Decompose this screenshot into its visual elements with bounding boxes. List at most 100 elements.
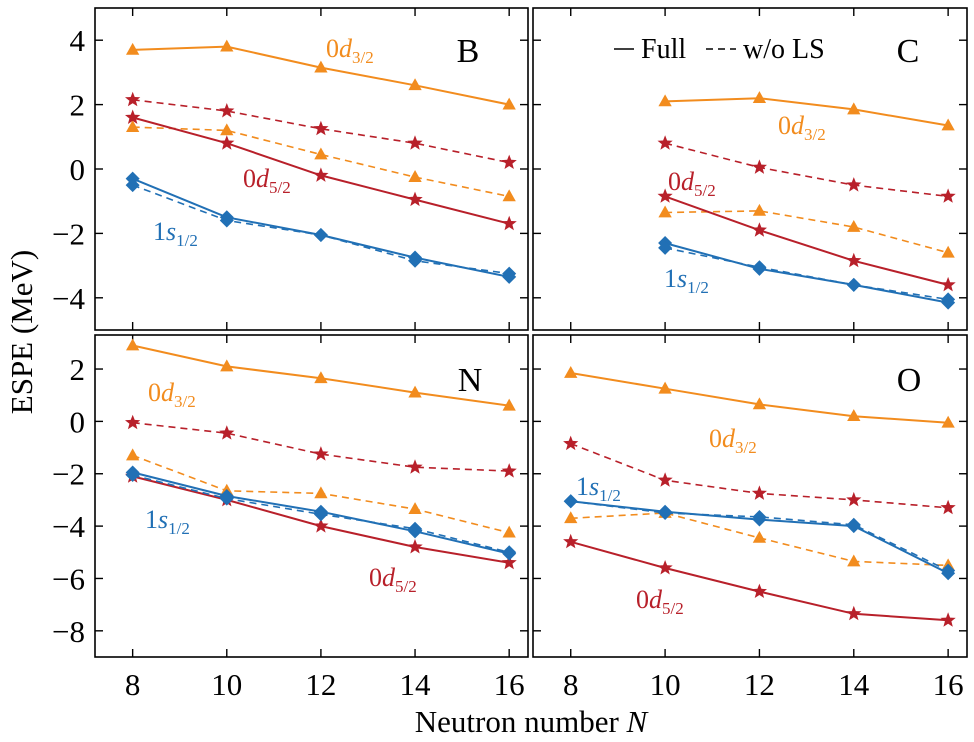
series-line-o-s12-wols	[570, 500, 949, 572]
data-point-b-d52-wols	[407, 135, 423, 150]
series-line-b-d32-full	[132, 45, 510, 106]
data-point-o-s12-wols	[563, 494, 578, 509]
data-point-c-d52-wols	[751, 159, 767, 174]
data-point-o-d32-wols	[847, 554, 861, 567]
data-point-b-d52-wols	[501, 154, 517, 169]
data-point-o-d52-full	[657, 560, 673, 575]
data-point-o-d32-full	[941, 415, 955, 428]
data-point-b-d32-full	[126, 42, 140, 55]
data-point-c-d52-wols	[846, 177, 862, 192]
data-point-b-d32-wols	[126, 120, 140, 133]
annot-b-s12: 1s1/2	[153, 217, 198, 250]
data-point-n-d32-full	[314, 371, 328, 384]
data-point-b-d52-full	[501, 215, 517, 231]
series-line-c-d32-full	[665, 97, 949, 127]
annot-b-d32: 0d3/2	[326, 34, 374, 67]
annot-c-d52: 0d5/2	[668, 167, 716, 200]
data-point-o-d52-full	[563, 533, 579, 549]
data-point-b-d32-wols	[314, 147, 328, 160]
y-tick-label-n: −8	[52, 614, 85, 649]
data-point-b-d52-wols	[219, 103, 235, 118]
panel-letter-b: B	[457, 33, 480, 70]
y-tick-label-b: 0	[70, 152, 86, 187]
series-line-o-d52-full	[570, 540, 949, 622]
axis-ticks: 4 2 0 −2 −4 2 0 −2 −4 −6 −8 8 10 12 14 16 8 10 12 14 16	[52, 8, 967, 702]
data-point-c-d32-full	[658, 94, 672, 107]
panel-letter-o: O	[897, 362, 922, 399]
annot-n-d52: 0d5/2	[369, 563, 417, 596]
data-point-n-s12-wols	[125, 468, 140, 483]
data-point-o-s12-wols	[941, 563, 956, 578]
data-point-n-d52-wols	[501, 463, 517, 478]
data-point-n-s12-wols	[408, 521, 423, 536]
x-tick-label-o: 16	[933, 667, 964, 702]
data-point-c-d52-full	[751, 222, 767, 237]
data-point-n-d52-full	[313, 518, 329, 533]
data-point-c-d32-wols	[658, 205, 672, 218]
data-point-o-d52-full	[751, 583, 767, 598]
data-point-b-d52-full	[407, 191, 423, 207]
y-tick-label-b: −2	[52, 216, 85, 251]
data-point-o-d52-wols	[751, 485, 767, 500]
data-point-b-d32-wols	[408, 170, 422, 182]
data-point-o-d32-full	[847, 409, 861, 422]
panel-letter-c: C	[897, 33, 920, 70]
data-point-c-s12-wols	[846, 277, 861, 292]
data-point-b-s12-wols	[125, 178, 140, 193]
y-tick-label-n: −2	[52, 457, 85, 492]
x-tick-label-o: 8	[563, 667, 579, 702]
data-point-o-d32-full	[658, 381, 672, 394]
annot-o-s12: 1s1/2	[576, 472, 621, 505]
series-layer	[125, 39, 956, 627]
data-point-b-d32-wols	[502, 189, 516, 202]
data-point-c-d52-wols	[940, 188, 956, 203]
data-point-c-s12-wols	[658, 240, 673, 255]
data-point-n-s12-wols	[502, 545, 517, 560]
data-point-c-d52-full	[940, 276, 956, 292]
series-line-n-d52-wols	[132, 421, 510, 472]
series-line-b-s12-full	[132, 177, 510, 278]
data-point-o-d52-wols	[940, 499, 956, 515]
data-point-o-s12-wols	[752, 509, 767, 524]
data-point-n-d32-full	[408, 385, 422, 398]
annot-n-s12: 1s1/2	[145, 505, 190, 538]
x-tick-label-o: 12	[744, 667, 775, 702]
legend-wols-label: w/o LS	[743, 34, 825, 65]
annot-o-d32: 0d3/2	[709, 424, 757, 457]
annot-c-s12: 1s1/2	[664, 264, 709, 297]
data-point-b-d32-wols	[220, 123, 234, 136]
y-tick-label-b: 2	[70, 88, 86, 123]
data-point-b-d52-wols	[313, 120, 329, 136]
data-point-n-d52-wols	[407, 459, 423, 474]
data-point-c-d32-wols	[752, 203, 767, 216]
data-point-n-d32-full	[220, 359, 234, 372]
data-point-b-d32-full	[502, 97, 516, 110]
x-tick-label-n: 10	[211, 667, 242, 702]
data-point-c-d32-wols	[941, 245, 955, 258]
x-tick-label-n: 8	[125, 667, 141, 702]
y-tick-label-n: 0	[70, 404, 86, 439]
data-point-o-d32-wols	[752, 530, 767, 543]
y-tick-label-n: −4	[52, 509, 85, 544]
data-point-o-s12-wols	[658, 506, 673, 521]
data-point-n-s12-wols	[313, 507, 328, 522]
data-point-n-d32-wols	[126, 448, 140, 461]
data-point-b-d52-full	[313, 167, 329, 182]
data-point-c-d32-full	[847, 102, 861, 115]
series-line-b-d52-wols	[132, 99, 510, 164]
data-point-n-d52-wols	[125, 414, 141, 430]
data-point-b-s12-wols	[408, 253, 423, 268]
annot-o-d52: 0d5/2	[636, 585, 684, 618]
series-line-o-d52-wols	[570, 442, 949, 509]
panel-letter-n: N	[458, 362, 483, 399]
data-point-o-s12-wols	[846, 517, 861, 532]
series-line-c-s12-wols	[664, 247, 949, 301]
legend: Full w/o LS	[614, 34, 825, 65]
data-point-c-d32-wols	[847, 219, 861, 232]
y-tick-label-n: −6	[52, 561, 85, 596]
data-point-o-d32-full	[564, 365, 578, 378]
annot-b-d52: 0d5/2	[243, 164, 291, 197]
data-point-c-s12-wols	[752, 260, 767, 275]
data-point-b-d52-full	[219, 135, 235, 150]
